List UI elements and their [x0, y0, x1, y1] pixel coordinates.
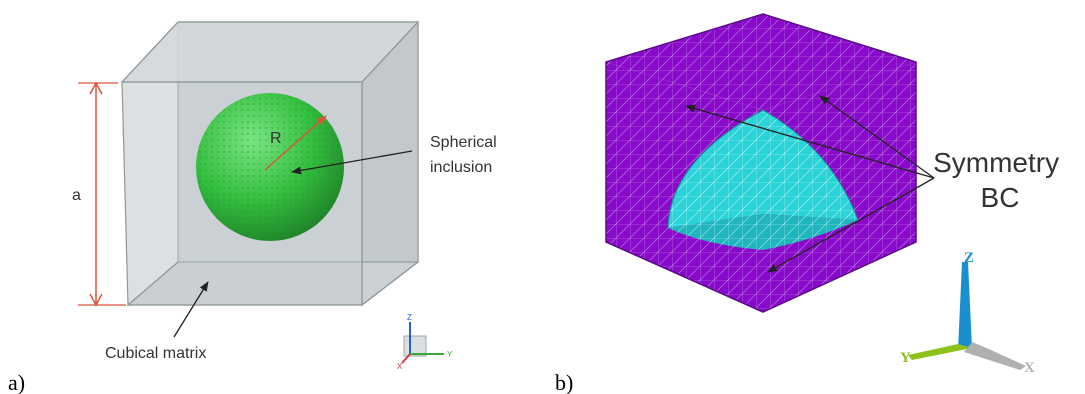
triad-y-axis	[908, 344, 972, 360]
inclusion-face-bottom	[668, 214, 858, 250]
matrix-label: Cubical matrix	[105, 345, 206, 362]
cube-edge	[127, 261, 179, 306]
radius-label: R	[270, 130, 282, 147]
bc-label: Symmetry BC	[933, 147, 1067, 213]
triad-x-axis	[964, 342, 1026, 370]
inclusion-label: Spherical inclusion	[430, 134, 501, 176]
triad-x-axis	[401, 353, 411, 364]
inclusion-face-right	[763, 110, 858, 220]
panel-b-label: b)	[555, 370, 573, 394]
bc-pointer-left	[685, 104, 935, 179]
meshed-octant	[605, 13, 917, 313]
bc-pointers	[685, 95, 935, 273]
spherical-inclusion	[196, 93, 344, 241]
inclusion-label-line2: inclusion	[430, 159, 492, 176]
triad-z-label: Z	[407, 313, 412, 322]
matrix-pointer	[173, 281, 209, 338]
bc-label-line2: BC	[981, 182, 1020, 213]
triad-b: Z Y X	[900, 250, 1035, 376]
triad-z-axis	[958, 262, 972, 350]
inclusion-outline	[667, 109, 859, 229]
inclusion-face-left	[668, 110, 763, 228]
triad-y-label: Y	[900, 350, 911, 366]
triad-x-label: X	[397, 362, 403, 371]
inclusion-label-line1: Spherical	[430, 134, 497, 151]
radius-arrow	[264, 115, 327, 171]
panel-a-label: a)	[8, 370, 25, 394]
panel-b: Symmetry BC Z Y X b)	[555, 13, 1067, 394]
panel-a: R a Spherical inclusion Cubical matrix Z…	[8, 20, 501, 394]
triad-z-label: Z	[964, 250, 974, 266]
bc-pointer-right	[819, 95, 935, 179]
dimension-label: a	[72, 187, 81, 204]
triad-x-label: X	[1024, 360, 1035, 376]
bc-label-line1: Symmetry	[933, 147, 1059, 178]
cube-edge	[361, 21, 419, 83]
inclusion-pointer	[291, 150, 413, 175]
triad-a: Z Y X	[397, 313, 453, 371]
cube-edge	[361, 261, 419, 306]
cube-edge	[121, 21, 179, 83]
mesh-outline	[605, 13, 917, 313]
bc-pointer-bottom	[767, 177, 935, 273]
triad-y-label: Y	[447, 350, 453, 359]
